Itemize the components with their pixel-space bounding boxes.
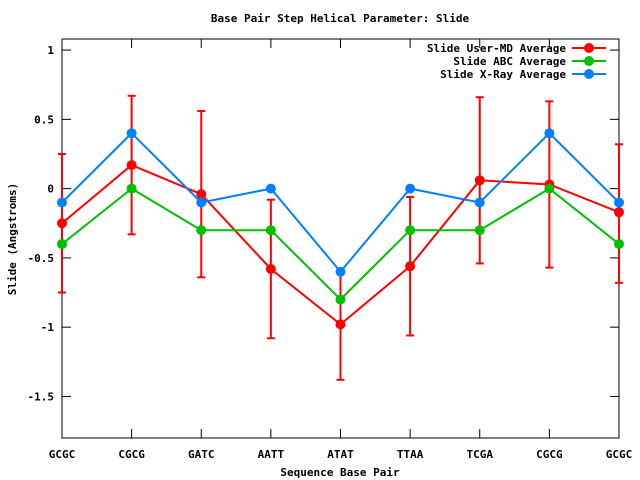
series-xray xyxy=(57,128,624,277)
data-point xyxy=(405,261,416,272)
data-point xyxy=(265,183,276,194)
x-tick-label: GCGC xyxy=(606,448,633,461)
x-tick-label: CGCG xyxy=(118,448,145,461)
legend-marker xyxy=(584,56,594,66)
chart-title: Base Pair Step Helical Parameter: Slide xyxy=(211,12,470,25)
data-point xyxy=(265,263,276,274)
data-point xyxy=(335,294,346,305)
legend-label-abc: Slide ABC Average xyxy=(453,55,566,68)
x-tick-label: CGCG xyxy=(536,448,563,461)
x-axis-label: Sequence Base Pair xyxy=(280,466,400,479)
legend-label-xray: Slide X-Ray Average xyxy=(440,68,566,81)
data-point xyxy=(57,197,67,208)
y-tick-label: -1 xyxy=(41,321,55,334)
x-axis: GCGC CGCG GATC AATT ATAT TTAA TCGA CGCG GCGC xyxy=(49,39,633,461)
data-point xyxy=(544,128,555,139)
series-layer xyxy=(57,94,624,381)
data-point xyxy=(335,319,346,330)
series-abc xyxy=(57,183,624,305)
data-point xyxy=(126,128,137,139)
x-tick-label: TCGA xyxy=(467,448,494,461)
y-tick-label: 1 xyxy=(47,44,54,57)
y-axis-label: Slide (Angstroms) xyxy=(6,183,19,296)
legend-marker xyxy=(584,43,594,53)
y-tick-label: 0.5 xyxy=(34,113,54,126)
data-point xyxy=(614,239,624,250)
y-axis: 1 0.5 0 -0.5 -1 -1.5 xyxy=(28,44,619,403)
series-user-md xyxy=(57,94,624,381)
data-point xyxy=(405,225,416,236)
legend-label-user-md: Slide User-MD Average xyxy=(427,42,566,55)
x-tick-label: ATAT xyxy=(327,448,354,461)
data-point xyxy=(196,197,207,208)
legend: Slide User-MD Average Slide ABC Average … xyxy=(427,42,606,81)
data-point xyxy=(474,175,485,186)
data-point xyxy=(57,239,67,250)
data-point xyxy=(474,225,485,236)
y-tick-label: 0 xyxy=(47,183,54,196)
x-tick-label: TTAA xyxy=(397,448,424,461)
data-point xyxy=(405,183,416,194)
data-point xyxy=(196,189,207,200)
data-point xyxy=(126,183,137,194)
x-tick-label: GCGC xyxy=(49,448,76,461)
data-point xyxy=(196,225,207,236)
data-point xyxy=(544,183,555,194)
data-point xyxy=(474,197,485,208)
data-point xyxy=(126,160,137,171)
data-point xyxy=(265,225,276,236)
data-point xyxy=(335,266,346,277)
x-tick-label: GATC xyxy=(188,448,215,461)
y-tick-label: -1.5 xyxy=(28,390,55,403)
data-point xyxy=(614,197,624,208)
data-point xyxy=(57,218,67,229)
x-tick-label: AATT xyxy=(258,448,285,461)
y-tick-label: -0.5 xyxy=(28,252,55,265)
data-point xyxy=(614,207,624,218)
legend-marker xyxy=(584,69,594,79)
